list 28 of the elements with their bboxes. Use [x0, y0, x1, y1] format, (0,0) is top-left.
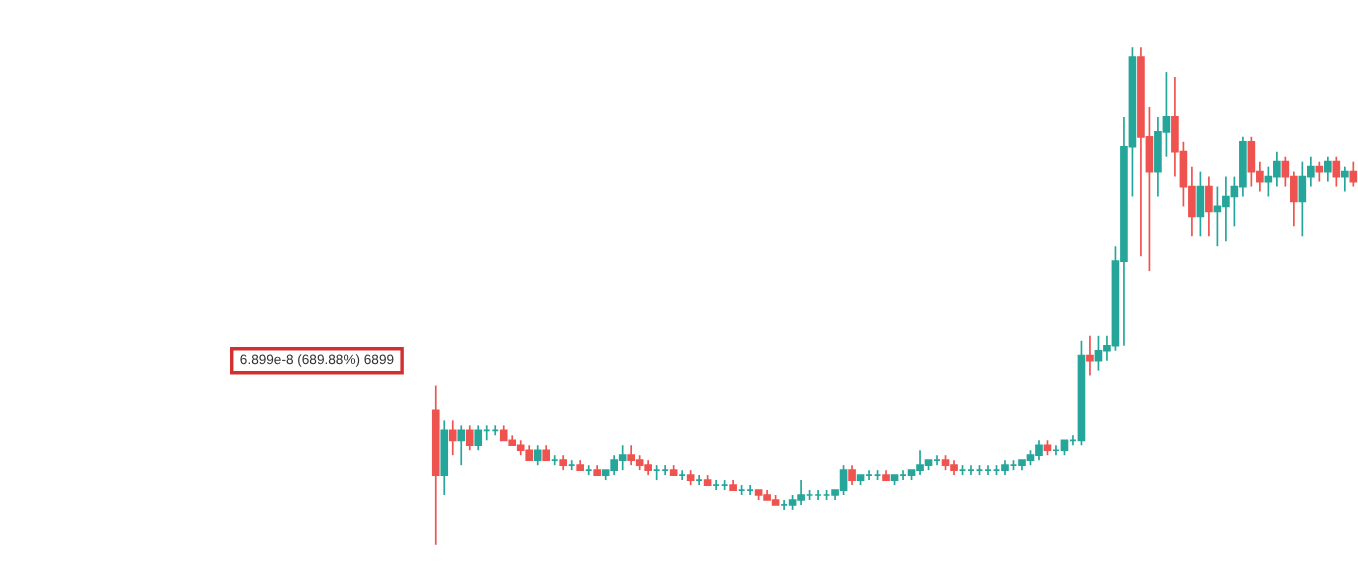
candlestick — [797, 479, 805, 506]
candlestick — [839, 464, 848, 496]
candlestick — [448, 419, 457, 457]
candlestick — [1273, 150, 1281, 188]
candlestick — [916, 449, 924, 476]
candlestick — [848, 464, 856, 486]
candlestick — [627, 444, 635, 467]
candlestick — [457, 424, 466, 467]
candlestick — [618, 444, 627, 471]
candlestick — [1222, 175, 1230, 243]
candlestick — [533, 444, 542, 467]
candlestick — [1196, 170, 1205, 238]
candlestick — [1086, 334, 1094, 377]
candlestick — [474, 424, 483, 452]
candlestick — [1035, 439, 1043, 462]
candlestick — [1205, 175, 1213, 238]
candlestick — [1094, 334, 1103, 372]
candlestick — [1239, 135, 1247, 198]
candlestick — [440, 419, 449, 496]
candlestick — [1298, 160, 1307, 238]
candlestick — [1341, 165, 1349, 193]
candlestick — [610, 454, 618, 476]
candlestick — [1324, 155, 1332, 183]
candlestick — [1332, 155, 1341, 188]
candlestick — [1349, 160, 1358, 188]
candlestick — [1154, 116, 1162, 198]
candlestick — [465, 424, 474, 452]
candlestick — [1247, 135, 1256, 188]
